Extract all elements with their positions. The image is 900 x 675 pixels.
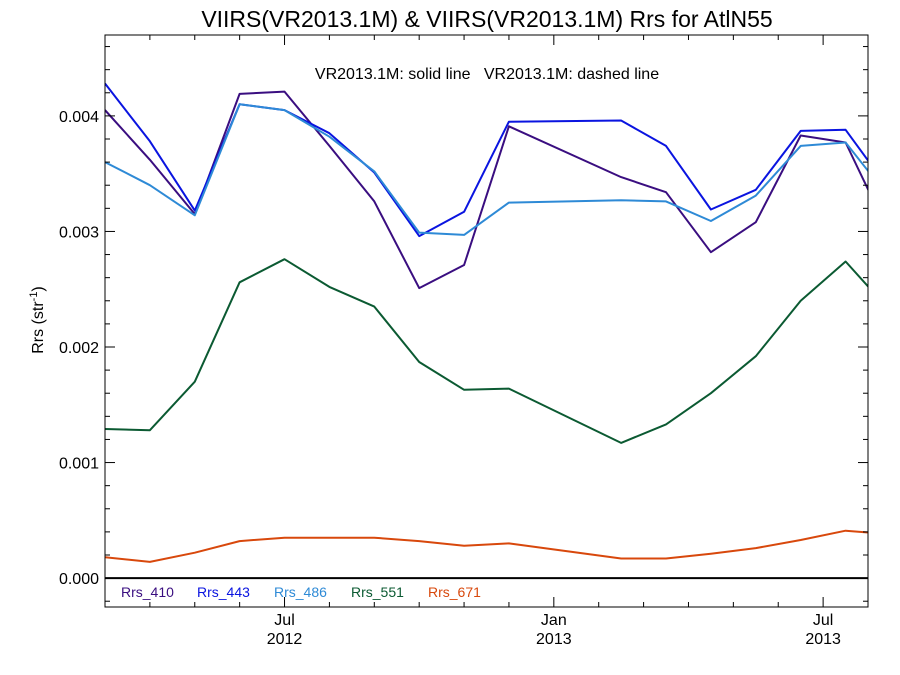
legend-entry-rrs-486: Rrs_486 [274, 584, 327, 600]
x-tick-month: Jan [541, 612, 567, 629]
axis-ticks: 0.000 0.001 0.002 0.003 0.004 Jul 2012 Jan 2013 J… [59, 35, 869, 648]
y-axis-label-superscript: -1 [28, 292, 40, 302]
y-axis-label-base: Rrs (str [30, 301, 47, 354]
legend-entry-rrs-671: Rrs_671 [428, 584, 481, 600]
series-line-rrs-671 [105, 529, 868, 563]
chart-title: VIIRS(VR2013.1M) & VIIRS(VR2013.1M) Rrs … [201, 6, 772, 32]
x-tick-year: 2012 [267, 631, 303, 648]
series-line-rrs-443 [105, 82, 868, 238]
plot-frame [104, 34, 869, 608]
x-tick-year: 2013 [536, 631, 572, 648]
y-tick-label: 0.003 [59, 224, 99, 241]
legend-entry-rrs-551: Rrs_551 [351, 584, 404, 600]
y-tick-label: 0.004 [59, 109, 99, 126]
legend-entry-rrs-443: Rrs_443 [197, 584, 250, 600]
x-tick-month: Jul [274, 612, 294, 629]
series-line-rrs-486 [105, 103, 868, 236]
y-axis-label-close: ) [30, 286, 47, 291]
legend: Rrs_410 Rrs_443 Rrs_486 Rrs_551 Rrs_671 [121, 584, 481, 600]
y-tick-label: 0.001 [59, 456, 99, 473]
legend-entry-rrs-410: Rrs_410 [121, 584, 174, 600]
y-tick-label: 0.000 [59, 571, 99, 588]
y-axis-label: Rrs (str-1) [28, 286, 47, 354]
line-style-note: VR2013.1M: solid line VR2013.1M: dashed … [315, 66, 659, 83]
series-layer [105, 82, 868, 563]
y-tick-label: 0.002 [59, 340, 99, 357]
x-tick-month: Jul [813, 612, 833, 629]
series-line-rrs-410 [105, 90, 868, 290]
series-line-rrs-551 [105, 258, 868, 444]
x-tick-year: 2013 [805, 631, 841, 648]
